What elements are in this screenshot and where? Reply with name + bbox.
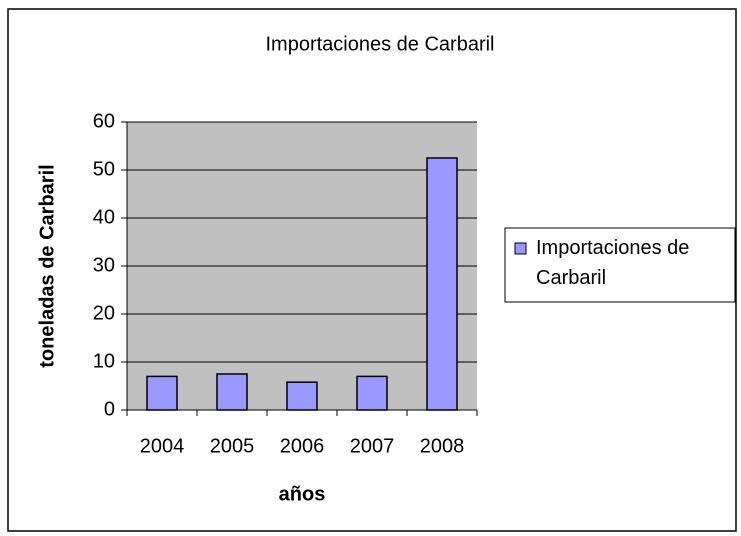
y-tick-label: 20 — [93, 302, 115, 324]
bar — [286, 381, 318, 411]
y-tick-label: 0 — [104, 398, 115, 420]
y-tick-label: 50 — [93, 158, 115, 180]
legend-label: Importaciones de Carbaril — [536, 237, 690, 289]
bar — [356, 375, 388, 411]
bar — [216, 373, 248, 411]
x-axis-label: años — [279, 483, 326, 505]
x-tick-label: 2006 — [280, 435, 325, 457]
y-tick-label: 40 — [93, 206, 115, 228]
bar — [146, 375, 178, 411]
x-tick-label: 2008 — [420, 435, 465, 457]
x-tick-label: 2004 — [140, 435, 185, 457]
x-tick-label: 2007 — [350, 435, 395, 457]
legend-box — [504, 227, 736, 303]
y-tick-label: 30 — [93, 254, 115, 276]
y-axis-label: toneladas de Carbaril — [36, 164, 58, 367]
y-tick-label: 60 — [93, 110, 115, 132]
legend-swatch — [514, 242, 527, 255]
bar — [426, 157, 458, 411]
x-tick-label: 2005 — [210, 435, 255, 457]
chart-title: Importaciones de Carbaril — [266, 33, 495, 55]
y-tick-label: 10 — [93, 350, 115, 372]
